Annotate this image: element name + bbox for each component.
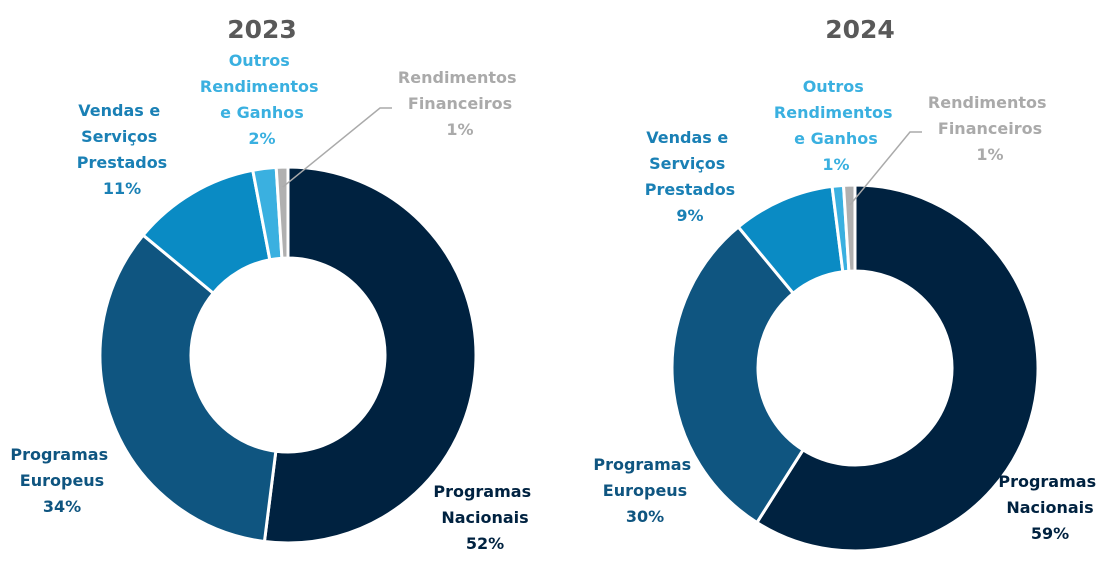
donut-slice xyxy=(274,165,290,260)
category-label: Vendas e Serviços Prestados xyxy=(77,101,167,172)
category-label: Outros Rendimentos e Ganhos xyxy=(200,51,324,122)
value-label: 2% xyxy=(248,129,275,148)
value-label: 1% xyxy=(822,155,849,174)
category-label: Outros Rendimentos e Ganhos xyxy=(774,77,898,148)
category-label: Programas Nacionais xyxy=(433,482,536,527)
category-label: Programas Nacionais xyxy=(998,472,1101,517)
donut-slice xyxy=(262,165,478,545)
value-label: 11% xyxy=(103,179,141,198)
value-label: 30% xyxy=(626,507,664,526)
chart-title: 2024 xyxy=(825,15,895,44)
category-label: Vendas e Serviços Prestados xyxy=(645,128,735,199)
leader-line xyxy=(849,131,922,206)
value-label: 59% xyxy=(1031,524,1069,543)
category-label: Programas Europeus xyxy=(593,455,696,500)
value-label: 1% xyxy=(446,120,473,139)
chart-title: 2023 xyxy=(227,15,297,44)
donut-slice xyxy=(841,183,857,273)
value-label: 1% xyxy=(976,145,1003,164)
category-label: Rendimentos Financeiros xyxy=(398,68,522,113)
category-label: Programas Europeus xyxy=(10,445,113,490)
donut-slice xyxy=(670,224,806,525)
leader-line xyxy=(282,107,392,188)
donut-slice xyxy=(98,233,278,544)
category-label: Rendimentos Financeiros xyxy=(928,93,1052,138)
value-label: 52% xyxy=(466,534,504,553)
value-label: 9% xyxy=(676,206,703,225)
donut-slice xyxy=(754,183,1040,553)
value-label: 34% xyxy=(43,497,81,516)
